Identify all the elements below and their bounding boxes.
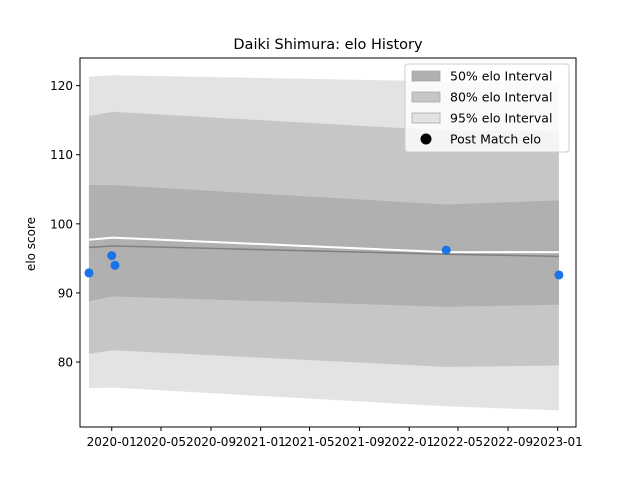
legend-label: Post Match elo [450, 132, 541, 147]
legend-swatch [411, 112, 441, 124]
y-axis-label: elo score [24, 217, 38, 271]
legend: 50% elo Interval 80% elo Interval 95% elo … [404, 63, 570, 153]
y-tick-label: 100 [50, 217, 73, 231]
chart-title: Daiki Shimura: elo History [233, 37, 423, 53]
y-tick-label: 110 [50, 148, 73, 162]
x-tick-label: 2020-09 [186, 435, 236, 449]
plot-frame [79, 57, 577, 428]
legend-label: 95% elo Interval [450, 111, 552, 126]
legend-marker [420, 133, 432, 145]
data-point [441, 245, 451, 255]
x-tick-label: 2021-05 [284, 435, 334, 449]
y-tick-label: 120 [50, 79, 73, 93]
legend-swatch [411, 70, 441, 82]
y-tick-label: 80 [58, 356, 73, 370]
x-tick-label: 2021-09 [334, 435, 384, 449]
x-tick-label: 2020-01 [87, 435, 137, 449]
legend-label: 50% elo Interval [450, 69, 552, 84]
mean-line [88, 236, 559, 254]
data-point [107, 251, 117, 261]
data-point [554, 270, 564, 280]
y-axis: 80 90 100 110 120 [50, 79, 80, 370]
data-point [110, 260, 120, 270]
legend-swatch [411, 91, 441, 103]
x-tick-label: 2022-01 [384, 435, 434, 449]
plot-area [84, 75, 564, 411]
legend-box [404, 63, 570, 153]
x-tick-label: 2020-05 [136, 435, 186, 449]
median-line [88, 245, 559, 258]
legend-label: 80% elo Interval [450, 90, 552, 105]
y-tick-label: 90 [58, 286, 73, 300]
data-point [84, 268, 94, 278]
x-tick-label: 2023-01 [533, 435, 583, 449]
x-tick-label: 2021-01 [236, 435, 286, 449]
x-tick-label: 2022-05 [433, 435, 483, 449]
x-tick-label: 2022-09 [483, 435, 533, 449]
